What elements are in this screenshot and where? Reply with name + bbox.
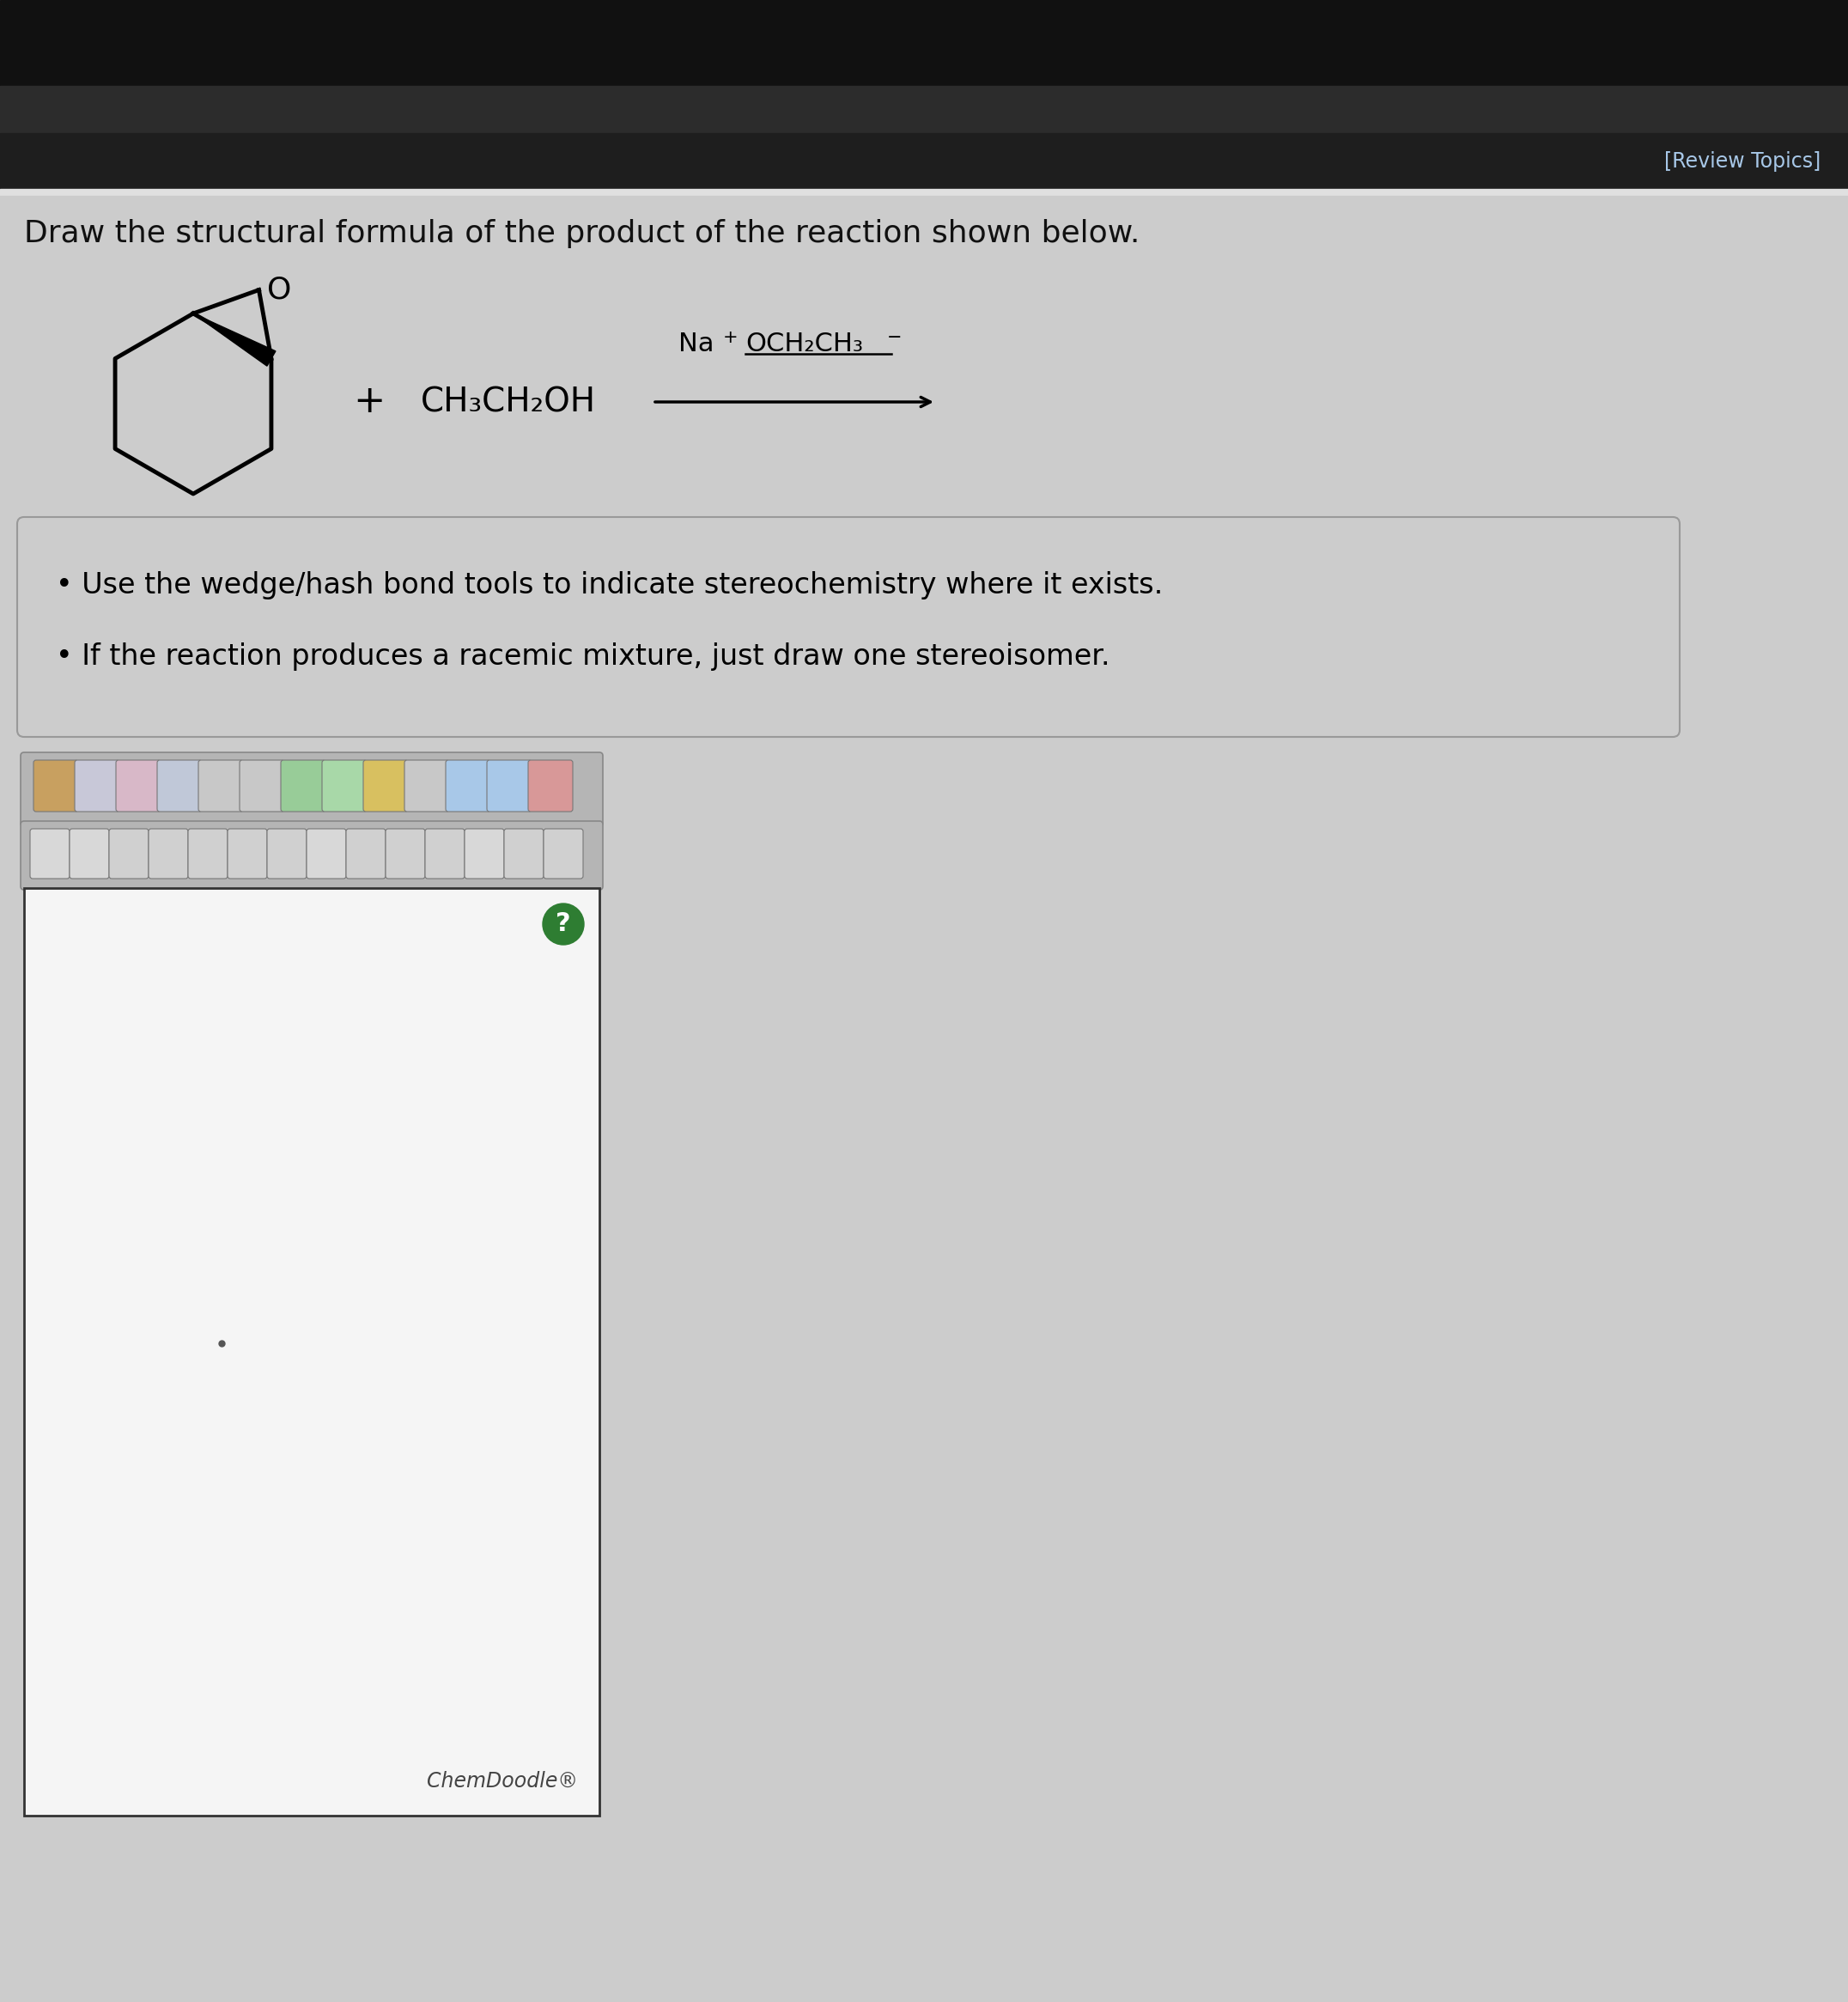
Bar	[24, 889, 599, 1816]
Text: O: O	[268, 276, 292, 304]
FancyBboxPatch shape	[268, 829, 307, 879]
FancyBboxPatch shape	[20, 753, 602, 827]
Text: • Use the wedge/hash bond tools to indicate stereochemistry where it exists.: • Use the wedge/hash bond tools to indic…	[55, 571, 1162, 599]
FancyBboxPatch shape	[116, 761, 161, 811]
FancyBboxPatch shape	[529, 761, 573, 811]
FancyBboxPatch shape	[322, 761, 366, 811]
Text: OCH₂CH₃: OCH₂CH₃	[745, 332, 863, 356]
FancyBboxPatch shape	[30, 829, 70, 879]
FancyBboxPatch shape	[70, 829, 109, 879]
FancyBboxPatch shape	[486, 761, 532, 811]
Text: Na: Na	[678, 332, 713, 356]
Text: +: +	[353, 384, 384, 420]
FancyBboxPatch shape	[464, 829, 505, 879]
FancyBboxPatch shape	[346, 829, 386, 879]
Text: Draw the structural formula of the product of the reaction shown below.: Draw the structural formula of the produ…	[24, 218, 1140, 248]
Text: [Review Topics]: [Review Topics]	[1663, 152, 1820, 172]
Text: −: −	[887, 328, 902, 346]
FancyBboxPatch shape	[17, 517, 1680, 737]
Bar	[0, 0, 1848, 86]
FancyBboxPatch shape	[109, 829, 148, 879]
FancyBboxPatch shape	[20, 821, 602, 889]
FancyBboxPatch shape	[33, 761, 78, 811]
FancyBboxPatch shape	[198, 761, 244, 811]
Bar	[0, 188, 1848, 196]
Bar	[0, 86, 1848, 132]
FancyBboxPatch shape	[543, 829, 584, 879]
Text: +: +	[723, 328, 737, 346]
FancyBboxPatch shape	[386, 829, 425, 879]
FancyBboxPatch shape	[157, 761, 201, 811]
Polygon shape	[194, 314, 275, 366]
Text: ?: ?	[556, 911, 571, 937]
Bar	[0, 132, 1848, 188]
Text: CH₃CH₂OH: CH₃CH₂OH	[421, 386, 597, 418]
Circle shape	[543, 903, 584, 945]
FancyBboxPatch shape	[281, 761, 325, 811]
FancyBboxPatch shape	[425, 829, 464, 879]
FancyBboxPatch shape	[445, 761, 490, 811]
FancyBboxPatch shape	[148, 829, 188, 879]
FancyBboxPatch shape	[505, 829, 543, 879]
FancyBboxPatch shape	[364, 761, 408, 811]
FancyBboxPatch shape	[307, 829, 346, 879]
FancyBboxPatch shape	[240, 761, 285, 811]
Text: ChemDoodle®: ChemDoodle®	[427, 1772, 578, 1792]
Text: • If the reaction produces a racemic mixture, just draw one stereoisomer.: • If the reaction produces a racemic mix…	[55, 643, 1111, 671]
FancyBboxPatch shape	[188, 829, 227, 879]
FancyBboxPatch shape	[227, 829, 268, 879]
FancyBboxPatch shape	[74, 761, 120, 811]
FancyBboxPatch shape	[405, 761, 449, 811]
